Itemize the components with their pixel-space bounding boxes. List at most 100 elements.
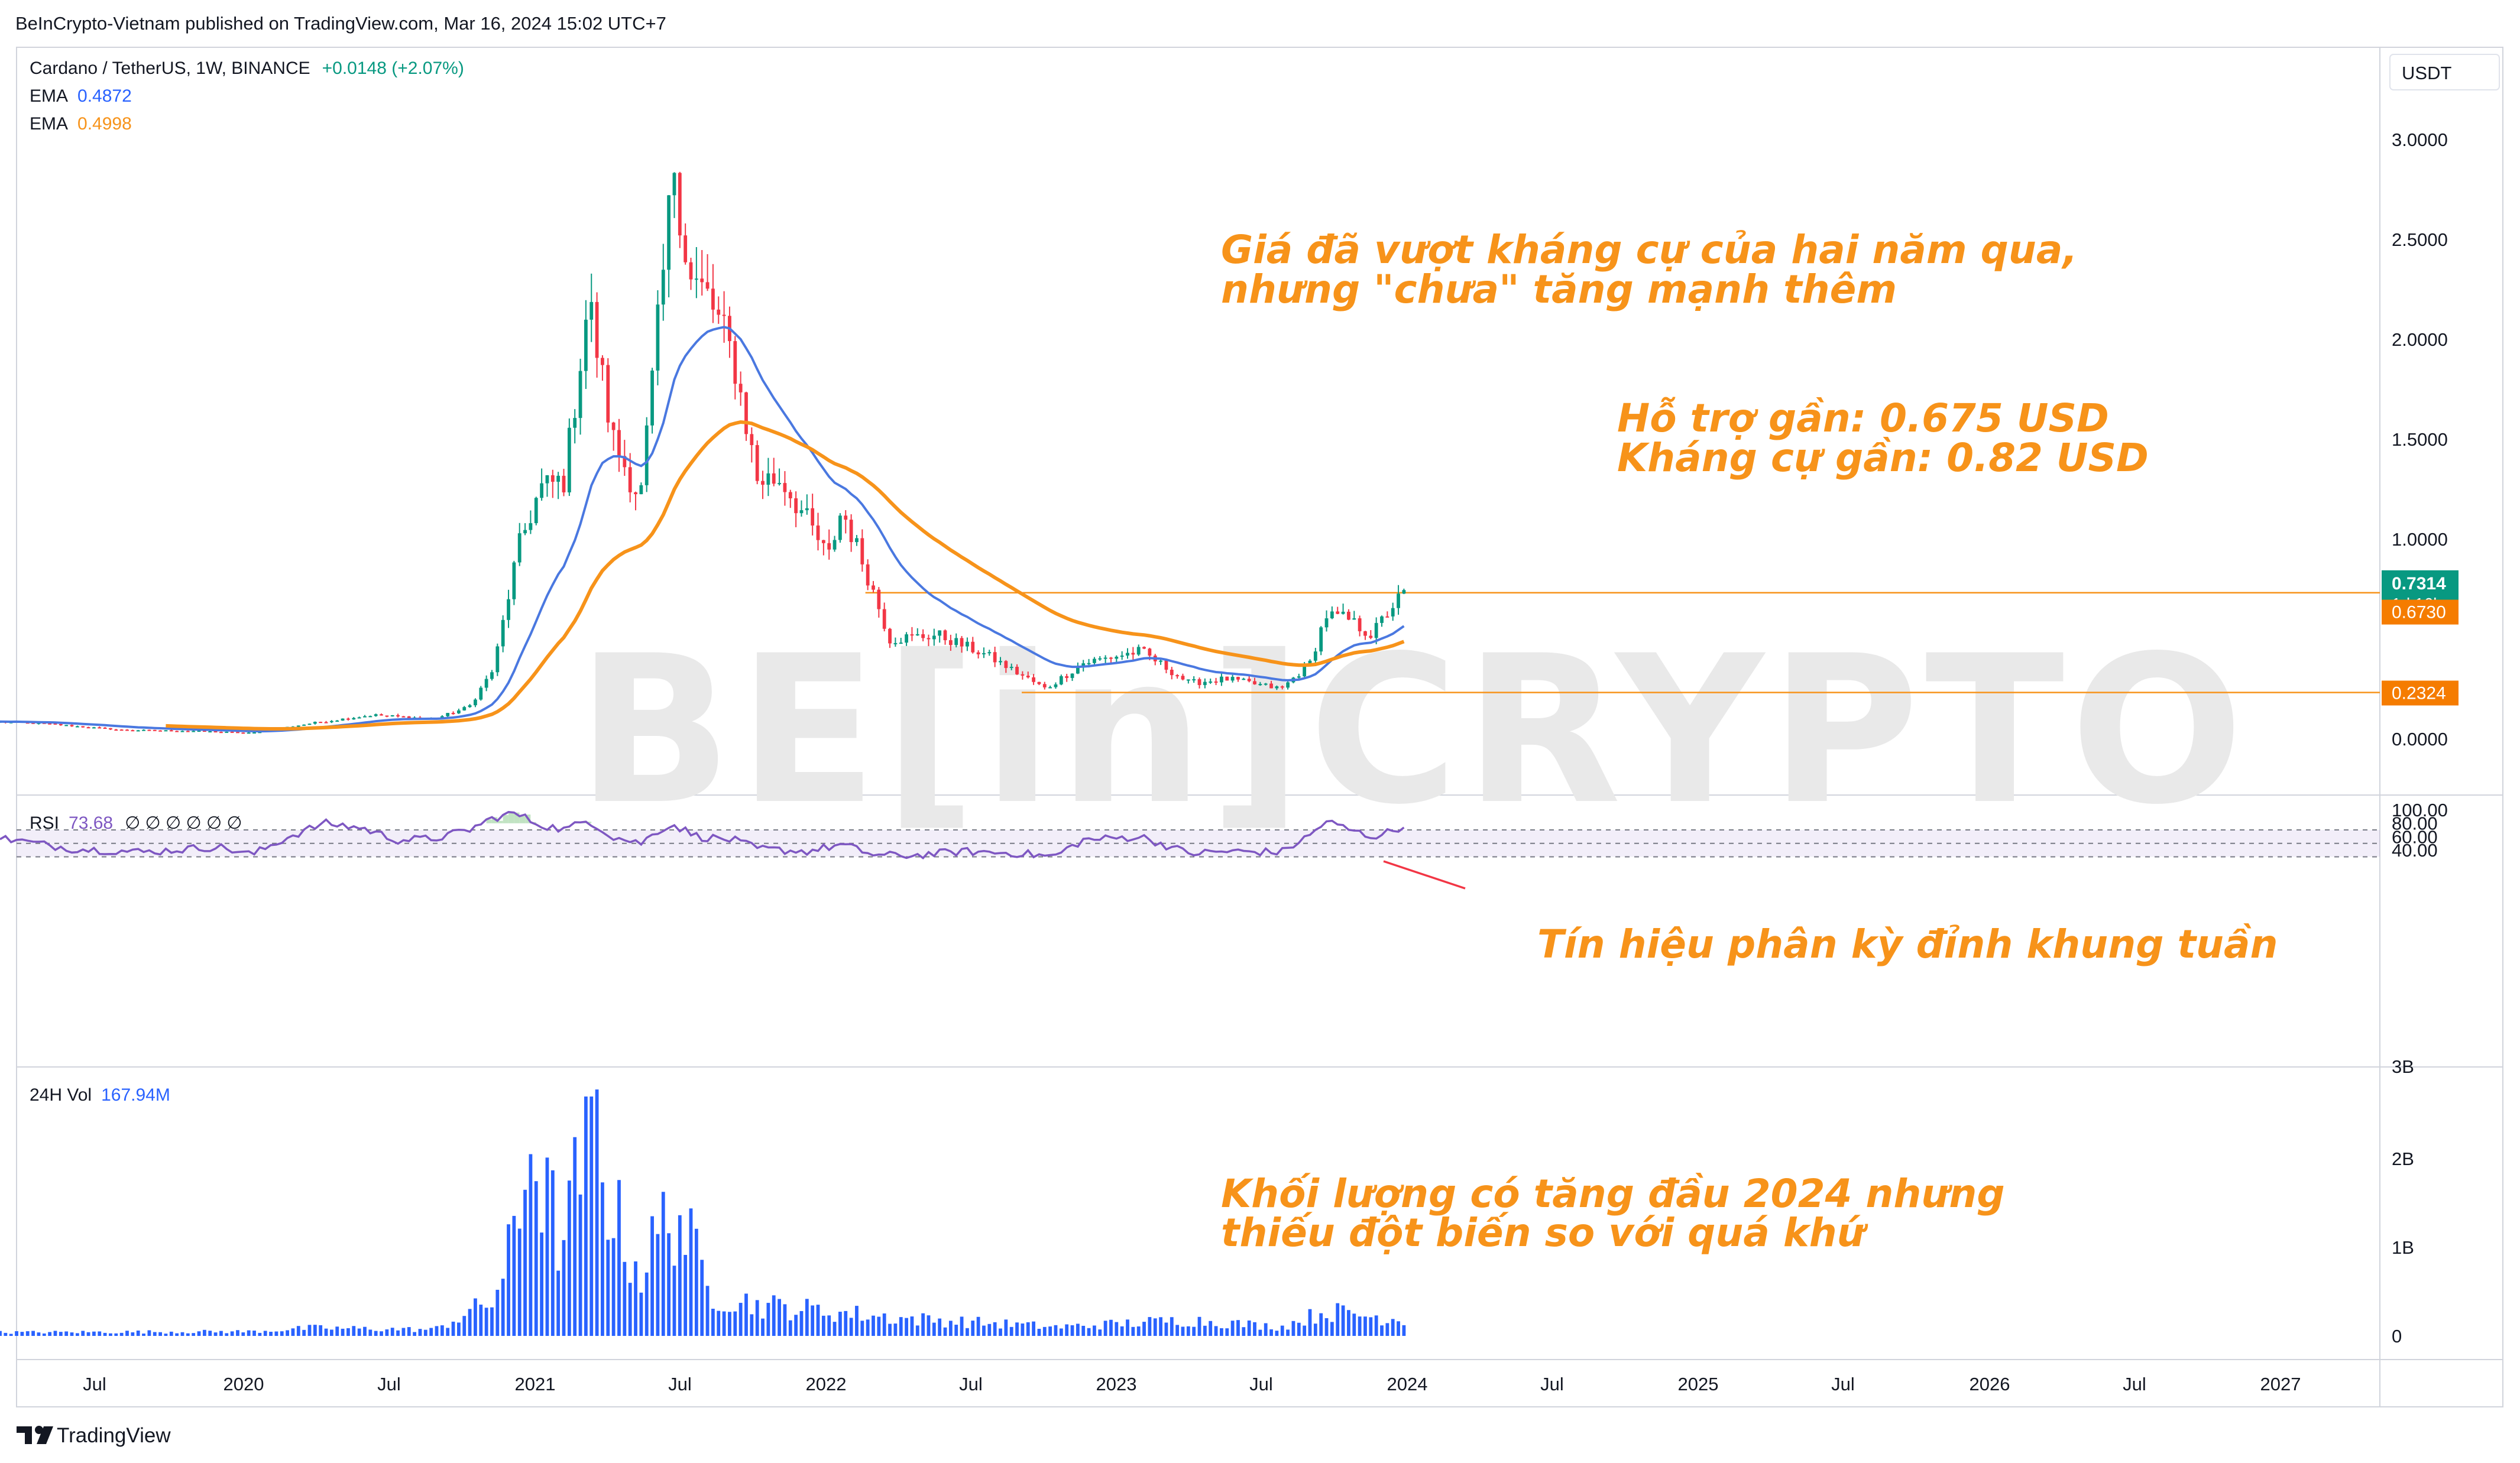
candle (1319, 626, 1323, 656)
candle (893, 637, 898, 647)
volume-bar (1385, 1323, 1389, 1336)
volume-bar (966, 1328, 969, 1336)
volume-bar (0, 1331, 2, 1336)
candle (761, 471, 765, 499)
svg-text:Cardano / TetherUS, 1W, BINANC: Cardano / TetherUS, 1W, BINANCE +0.0148 (… (30, 59, 464, 78)
candle (639, 482, 643, 495)
candle (319, 721, 323, 724)
volume-bar (788, 1320, 792, 1336)
x-tick-label: 2020 (224, 1374, 264, 1394)
volume-bar (280, 1331, 284, 1336)
candle (899, 638, 903, 644)
volume-bar (64, 1331, 69, 1336)
volume-bar (296, 1326, 300, 1336)
volume-bar (517, 1228, 522, 1336)
candle (601, 355, 604, 381)
svg-text:0.7314: 0.7314 (2392, 574, 2446, 593)
volume-bar (396, 1330, 400, 1336)
candle (921, 629, 925, 641)
volume-bar (1181, 1326, 1185, 1336)
volume-bar (1126, 1319, 1129, 1336)
candle (755, 440, 759, 485)
candle (954, 633, 958, 648)
candle (788, 489, 792, 508)
candle (446, 712, 450, 718)
candle (700, 250, 704, 296)
volume-bar (1225, 1328, 1229, 1336)
volume-bar (1341, 1305, 1345, 1336)
candle (131, 729, 135, 732)
x-tick-label: Jul (1249, 1374, 1273, 1394)
tradingview-icon (17, 1426, 53, 1444)
candle (114, 729, 118, 731)
volume-bar (987, 1323, 992, 1336)
watermark: BE[in]CRYPTO (576, 612, 2249, 849)
volume-bar (468, 1309, 472, 1336)
annotation-volume: Khối lượng có tăng đầu 2024 nhưng thiếu … (1221, 1171, 2019, 1256)
candle (164, 730, 168, 732)
candle (1275, 685, 1279, 690)
price-tag: 0.6730 (2382, 599, 2459, 625)
candle (694, 247, 698, 299)
volume-bar (329, 1329, 333, 1336)
volume-bar (202, 1329, 206, 1336)
volume-tick-label: 2B (2392, 1149, 2414, 1169)
volume-bar (1209, 1321, 1213, 1336)
volume-bar (20, 1332, 24, 1336)
volume-bar (1098, 1329, 1102, 1336)
currency-button[interactable]: USDT (2389, 54, 2500, 90)
volume-bar (247, 1330, 251, 1336)
volume-bar (4, 1332, 8, 1336)
rsi-divergence-line (1383, 860, 1466, 890)
candle (545, 475, 549, 497)
volume-bar (877, 1316, 881, 1336)
volume-bar (1275, 1331, 1279, 1336)
volume-bar (169, 1331, 173, 1336)
candle (650, 368, 654, 434)
candle (733, 336, 737, 400)
candle (1142, 646, 1146, 650)
volume-bar (623, 1261, 627, 1336)
candle (1131, 647, 1135, 660)
volume-bar (661, 1192, 665, 1336)
volume-bar (766, 1303, 770, 1336)
volume-bar (783, 1304, 787, 1336)
volume-bar (705, 1286, 710, 1336)
volume-bar (490, 1307, 494, 1336)
candle (1120, 651, 1124, 660)
candle (1402, 588, 1406, 595)
candle (1358, 615, 1362, 637)
volume-bar (711, 1309, 715, 1336)
volume-tick-label: 3B (2392, 1056, 2414, 1077)
candle (882, 602, 886, 632)
volume-bar (750, 1314, 754, 1336)
volume-bar (241, 1332, 245, 1336)
volume-bar (993, 1322, 997, 1336)
volume-legend: 24H Vol 167.94M (30, 1085, 170, 1105)
volume-bar (827, 1315, 831, 1336)
volume-bar (125, 1331, 129, 1336)
volume-bar (103, 1332, 107, 1336)
candle (1324, 610, 1329, 632)
volume-bar (1358, 1316, 1362, 1336)
ema-slow-name: EMA (30, 114, 68, 134)
candle (711, 264, 715, 323)
candle (960, 635, 964, 653)
volume-bar (888, 1323, 892, 1336)
price-tag: 0.2324 (2382, 680, 2459, 706)
volume-bar (755, 1300, 759, 1336)
volume-bar (573, 1137, 577, 1336)
volume-bar (1324, 1318, 1329, 1336)
volume-bar (1192, 1326, 1196, 1336)
candle (329, 720, 333, 724)
volume-bar (1054, 1325, 1058, 1336)
candle (81, 726, 85, 728)
volume-bar (689, 1208, 693, 1336)
tradingview-logo[interactable]: TradingView (17, 1424, 171, 1447)
candle (1009, 663, 1013, 670)
candle (1048, 685, 1052, 689)
volume-bar (263, 1331, 267, 1336)
candle (672, 172, 676, 218)
volume-bar (258, 1332, 262, 1336)
